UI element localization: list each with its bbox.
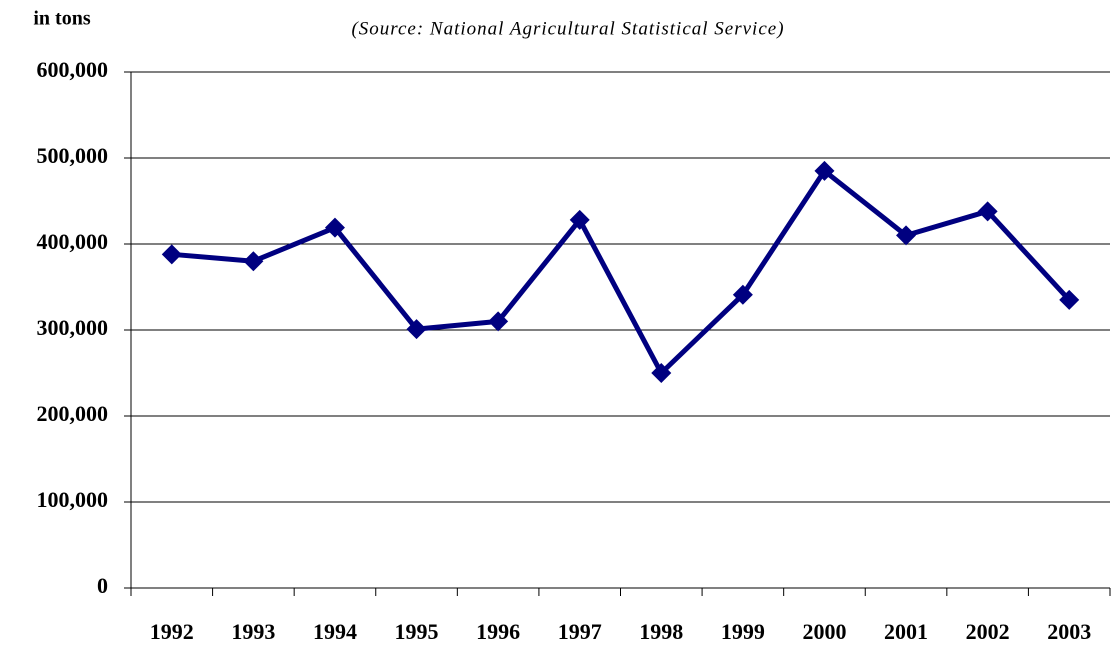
- y-tick-label: 600,000: [37, 57, 109, 82]
- data-marker: [243, 251, 264, 272]
- data-marker: [814, 160, 835, 181]
- x-tick-label: 2000: [802, 619, 846, 644]
- data-marker: [977, 201, 998, 222]
- y-tick-label: 100,000: [37, 487, 109, 512]
- x-tick-label: 2002: [966, 619, 1010, 644]
- x-tick-label: 1997: [558, 619, 602, 644]
- data-marker: [406, 319, 427, 340]
- chart-subtitle: (Source: National Agricultural Statistic…: [351, 18, 784, 39]
- data-marker: [324, 217, 345, 238]
- data-marker: [732, 284, 753, 305]
- data-marker: [1059, 289, 1080, 310]
- x-tick-label: 1994: [313, 619, 357, 644]
- data-marker: [569, 209, 590, 230]
- data-marker: [651, 363, 672, 383]
- x-tick-label: 1993: [231, 619, 275, 644]
- x-tick-label: 1992: [150, 619, 194, 644]
- x-tick-label: 1995: [395, 619, 439, 644]
- y-tick-label: 300,000: [37, 315, 109, 340]
- y-tick-label: 0: [97, 573, 108, 598]
- y-tick-label: 500,000: [37, 143, 109, 168]
- data-marker: [896, 225, 917, 246]
- x-tick-label: 1998: [639, 619, 683, 644]
- y-axis-label: in tons: [33, 8, 90, 30]
- x-tick-label: 1996: [476, 619, 520, 644]
- x-tick-label: 2001: [884, 619, 928, 644]
- data-marker: [488, 311, 509, 332]
- data-marker: [161, 244, 182, 265]
- y-tick-label: 200,000: [37, 401, 109, 426]
- y-tick-label: 400,000: [37, 229, 109, 254]
- series-line: [171, 168, 1072, 376]
- x-tick-label: 1999: [721, 619, 765, 644]
- x-tick-label: 2003: [1047, 619, 1091, 644]
